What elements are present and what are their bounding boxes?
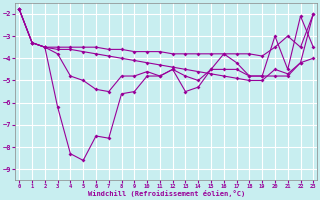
X-axis label: Windchill (Refroidissement éolien,°C): Windchill (Refroidissement éolien,°C) xyxy=(88,190,245,197)
